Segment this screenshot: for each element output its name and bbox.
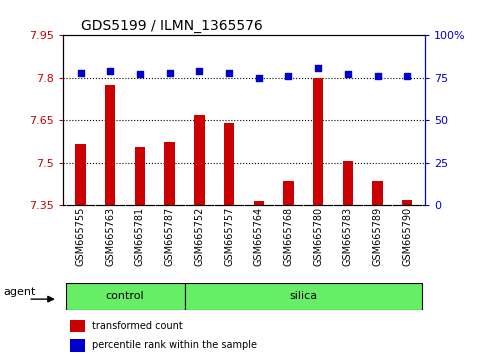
Text: silica: silica xyxy=(289,291,317,302)
Bar xyxy=(135,147,145,205)
Bar xyxy=(402,200,412,205)
Bar xyxy=(342,161,353,205)
Text: percentile rank within the sample: percentile rank within the sample xyxy=(92,340,257,350)
Bar xyxy=(105,85,115,205)
Text: GDS5199 / ILMN_1365576: GDS5199 / ILMN_1365576 xyxy=(81,19,263,33)
Bar xyxy=(313,78,323,205)
Text: transformed count: transformed count xyxy=(92,321,183,331)
Bar xyxy=(70,339,85,352)
Bar xyxy=(165,142,175,205)
Point xyxy=(403,73,411,79)
Point xyxy=(255,75,263,81)
Point xyxy=(136,72,144,77)
Point xyxy=(77,70,85,76)
Bar xyxy=(70,320,85,332)
Point xyxy=(344,72,352,77)
Bar xyxy=(185,283,422,310)
Bar xyxy=(75,144,86,205)
Point xyxy=(166,70,173,76)
Bar xyxy=(224,123,234,205)
Point xyxy=(284,73,292,79)
Point xyxy=(106,68,114,74)
Bar xyxy=(194,115,205,205)
Bar xyxy=(254,201,264,205)
Bar xyxy=(283,181,294,205)
Point xyxy=(196,68,203,74)
Text: control: control xyxy=(106,291,144,302)
Point xyxy=(374,73,382,79)
Bar xyxy=(372,181,383,205)
Text: agent: agent xyxy=(3,287,36,297)
Bar xyxy=(66,283,185,310)
Point xyxy=(314,65,322,70)
Point xyxy=(225,70,233,76)
